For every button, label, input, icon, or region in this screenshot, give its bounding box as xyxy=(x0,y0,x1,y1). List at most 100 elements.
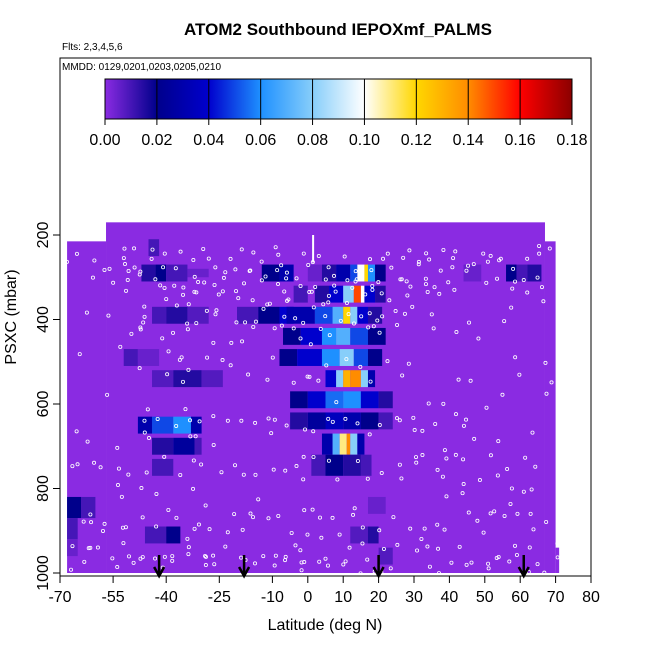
flight-track-point xyxy=(162,554,167,559)
flight-track-point xyxy=(387,298,392,303)
flight-track-point xyxy=(126,554,131,559)
colorbar-gradient xyxy=(104,78,573,120)
flight-track-point xyxy=(232,512,237,517)
flight-track-point xyxy=(395,542,400,547)
flight-track-point xyxy=(543,360,548,365)
heatmap-cell xyxy=(152,306,167,324)
flight-track-point xyxy=(204,308,209,313)
heatmap-cell xyxy=(290,412,308,430)
flight-track-point xyxy=(495,276,500,281)
flight-track-point xyxy=(498,256,503,261)
flight-track-point xyxy=(191,258,196,263)
flight-track-point xyxy=(154,491,159,496)
flight-track-point xyxy=(115,565,120,570)
x-tick-label: 80 xyxy=(582,589,600,606)
flight-track-point xyxy=(496,439,501,444)
plot-area xyxy=(64,222,561,576)
arrow-markers xyxy=(153,555,530,579)
flight-track-point xyxy=(412,428,417,433)
flight-track-point xyxy=(446,280,451,285)
heatmap-cell xyxy=(346,433,351,455)
heatmap-cell xyxy=(375,264,386,282)
flight-track-point xyxy=(525,290,530,295)
heatmap-cell xyxy=(329,285,344,303)
heatmap-cell xyxy=(290,391,308,409)
heatmap-cell xyxy=(190,416,202,434)
flight-track-point xyxy=(342,254,347,259)
flight-track-point xyxy=(420,428,425,433)
flight-track-point xyxy=(510,286,515,291)
flight-track-point xyxy=(332,273,337,278)
flight-track-point xyxy=(192,274,197,279)
flight-track-point xyxy=(211,442,216,447)
flight-track-point xyxy=(282,289,287,294)
flight-track-point xyxy=(203,554,208,559)
flights-note: Flts: 2,3,4,5,6 xyxy=(62,42,123,53)
flight-track-point xyxy=(355,458,360,463)
flight-track-point xyxy=(121,256,126,261)
flight-track-point xyxy=(174,515,179,520)
flight-track-point xyxy=(416,259,421,264)
flight-track-point xyxy=(293,543,298,548)
flight-track-point xyxy=(253,420,258,425)
heatmap-cell xyxy=(343,306,351,324)
flight-track-point xyxy=(216,292,221,297)
flight-track-point xyxy=(318,515,323,520)
flight-track-point xyxy=(90,275,95,280)
flight-track-point xyxy=(197,419,202,424)
flight-track-point xyxy=(539,285,544,290)
flight-track-point xyxy=(414,455,419,460)
flight-track-point xyxy=(341,562,346,567)
flight-track-point xyxy=(441,401,446,406)
heatmap-cell xyxy=(350,370,361,388)
flight-track-point xyxy=(394,416,399,421)
flight-track-point xyxy=(185,321,190,326)
flight-track-point xyxy=(367,311,372,316)
heatmap-cell xyxy=(166,526,181,544)
flight-track-point xyxy=(423,282,428,287)
flight-track-point xyxy=(194,290,199,295)
flight-track-point xyxy=(368,257,373,262)
flight-track-point xyxy=(74,429,79,434)
flight-track-point xyxy=(202,280,207,285)
flight-track-point xyxy=(212,283,217,288)
heatmap-cell xyxy=(261,264,280,282)
flight-track-point xyxy=(150,247,155,252)
flight-track-point xyxy=(70,464,75,469)
flight-track-point xyxy=(85,439,90,444)
flight-track-point xyxy=(196,280,201,285)
flight-track-point xyxy=(115,445,120,450)
heatmap-cell xyxy=(321,433,333,455)
heatmap-cell xyxy=(350,433,358,455)
flight-track-point xyxy=(142,304,147,309)
flight-track-point xyxy=(453,452,458,457)
flight-track-point xyxy=(381,546,386,551)
flight-track-point xyxy=(174,423,179,428)
heatmap-cell xyxy=(336,264,351,282)
flight-track-point xyxy=(531,527,536,532)
flight-track-point xyxy=(351,512,356,517)
x-tick-label: 30 xyxy=(405,589,423,606)
x-tick-label: 20 xyxy=(370,589,388,606)
heatmap-cell xyxy=(144,526,167,544)
flight-track-point xyxy=(166,349,171,354)
flight-track-point xyxy=(399,277,404,282)
heatmap-cell xyxy=(314,285,330,303)
flight-track-point xyxy=(102,521,107,526)
flight-track-point xyxy=(547,246,552,251)
flight-track-point xyxy=(472,436,477,441)
flight-track-point xyxy=(425,544,430,549)
flight-track-point xyxy=(496,555,501,560)
flight-track-point xyxy=(240,527,245,532)
colorbar-tick-label: 0.06 xyxy=(245,132,276,149)
flight-track-point xyxy=(301,320,306,325)
flight-track-point xyxy=(279,263,284,268)
flight-track-point xyxy=(359,314,364,319)
flight-track-point xyxy=(298,336,303,341)
flight-track-point xyxy=(179,355,184,360)
flight-track-point xyxy=(452,287,457,292)
heatmap-cell xyxy=(339,433,347,455)
flight-track-point xyxy=(241,472,246,477)
flight-track-point xyxy=(99,574,104,576)
flight-track-point xyxy=(302,508,307,513)
